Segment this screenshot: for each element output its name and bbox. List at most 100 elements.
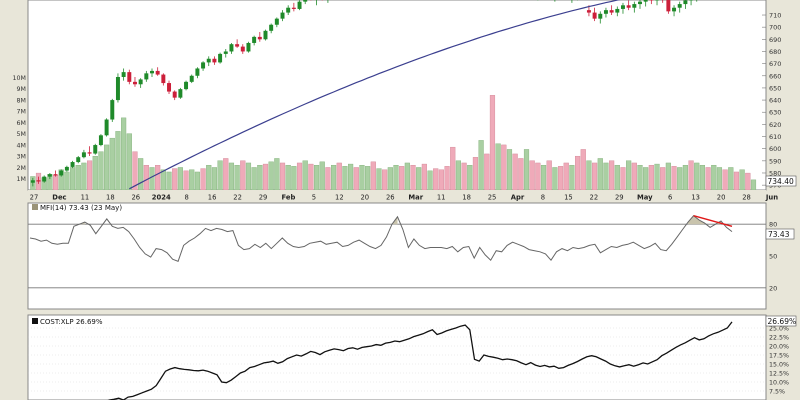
candle-body bbox=[127, 72, 132, 82]
volume-bar bbox=[620, 167, 626, 191]
candle-body bbox=[59, 170, 64, 176]
volume-bar bbox=[586, 160, 592, 191]
candle-body bbox=[121, 72, 126, 77]
volume-tick-label: 1M bbox=[17, 176, 26, 183]
volume-tick-label: 4M bbox=[17, 142, 26, 149]
volume-bar bbox=[495, 143, 501, 191]
candle-body bbox=[184, 81, 189, 90]
volume-bar bbox=[489, 95, 496, 191]
volume-bar bbox=[399, 166, 405, 191]
date-tick-label: 29 bbox=[615, 194, 624, 202]
volume-bar bbox=[325, 167, 331, 191]
volume-bar bbox=[376, 168, 382, 191]
volume-bar bbox=[614, 164, 620, 191]
volume-bar bbox=[359, 164, 365, 191]
volume-bar bbox=[138, 158, 144, 191]
date-tick-label: 15 bbox=[564, 194, 573, 202]
volume-bar bbox=[637, 164, 643, 191]
volume-bar bbox=[580, 149, 586, 191]
date-tick-label: Jun bbox=[765, 194, 778, 202]
volume-bar bbox=[155, 164, 161, 191]
volume-bar bbox=[694, 162, 700, 191]
candle-body bbox=[257, 36, 262, 40]
price-tick-label: 680 bbox=[769, 48, 781, 56]
volume-bar bbox=[64, 171, 70, 191]
price-tick-label: 640 bbox=[769, 97, 781, 105]
date-tick-label: 20 bbox=[717, 194, 726, 202]
volume-bar bbox=[370, 161, 376, 191]
volume-axis: 10M 9M 8M 7M 6M 5M 4M 3M 2M 1M bbox=[13, 75, 26, 183]
date-tick-label: May bbox=[637, 194, 653, 202]
candle-body bbox=[144, 73, 149, 80]
volume-bar bbox=[450, 146, 456, 191]
volume-bar bbox=[268, 161, 274, 191]
volume-bar bbox=[728, 167, 734, 191]
date-tick-label: 2024 bbox=[152, 194, 171, 202]
price-tick-label: 690 bbox=[769, 36, 781, 44]
volume-bar bbox=[126, 133, 132, 191]
volume-bar bbox=[285, 164, 291, 191]
volume-bar bbox=[86, 160, 93, 191]
volume-bar bbox=[166, 171, 172, 191]
volume-bar bbox=[104, 144, 110, 191]
volume-bar bbox=[206, 164, 212, 191]
price-tick-label: 610 bbox=[769, 133, 781, 141]
date-tick-label: Feb bbox=[282, 194, 296, 202]
ratio-tick-label: 25.0% bbox=[769, 326, 789, 333]
candle-body bbox=[172, 91, 177, 98]
price-tick-label: 670 bbox=[769, 60, 781, 68]
candle-body bbox=[620, 5, 625, 9]
volume-bar bbox=[660, 167, 666, 191]
volume-bar bbox=[132, 151, 138, 191]
volume-bar bbox=[92, 155, 98, 191]
candle-body bbox=[218, 53, 223, 63]
volume-bar bbox=[574, 155, 581, 191]
ratio-tick-label: 7.5% bbox=[769, 389, 785, 396]
candle-body bbox=[138, 79, 143, 85]
volume-bar bbox=[382, 169, 388, 191]
volume-bar bbox=[393, 164, 399, 191]
volume-bar bbox=[291, 166, 297, 191]
price-tick-label: 600 bbox=[769, 145, 781, 153]
volume-bar bbox=[240, 160, 246, 191]
volume-bar bbox=[421, 163, 427, 191]
ratio-tick-label: 15.0% bbox=[769, 362, 789, 369]
volume-tick-label: 5M bbox=[17, 131, 26, 138]
volume-bar bbox=[121, 117, 127, 191]
volume-tick-label: 2M bbox=[17, 165, 26, 172]
mfi-value-tag: 73.43 bbox=[765, 228, 795, 240]
date-tick-label: 26 bbox=[131, 194, 140, 202]
candle-body bbox=[115, 76, 120, 101]
volume-bar bbox=[274, 158, 280, 191]
volume-bar bbox=[98, 151, 104, 191]
candle-body bbox=[36, 180, 41, 182]
candle-body bbox=[263, 30, 268, 40]
candle-body bbox=[47, 174, 52, 177]
candle-body bbox=[683, 0, 688, 5]
candle-body bbox=[603, 10, 608, 14]
ratio-value-tag: 26.69% bbox=[765, 315, 797, 327]
ratio-line bbox=[107, 321, 733, 400]
volume-bar bbox=[433, 168, 439, 191]
candle-body bbox=[598, 13, 603, 19]
date-tick-label: 11 bbox=[81, 194, 90, 202]
candle-body bbox=[42, 176, 47, 182]
last-price-tag: 734.40 bbox=[765, 175, 797, 187]
ratio-axis: 25.0% 22.5% 20.0% 17.5% 15.0% 12.5% 10.0% 7.5% bbox=[769, 326, 789, 396]
mfi-divergence-line bbox=[693, 215, 733, 227]
volume-bar bbox=[563, 162, 569, 191]
candle-body bbox=[150, 70, 154, 74]
volume-bar bbox=[546, 160, 552, 191]
volume-bar bbox=[194, 171, 200, 191]
volume-bar bbox=[654, 163, 660, 191]
candle-body bbox=[195, 68, 200, 76]
volume-bar bbox=[592, 162, 598, 191]
volume-bar bbox=[313, 164, 320, 191]
ratio-tick-label: 17.5% bbox=[769, 353, 789, 360]
candle-body bbox=[274, 18, 279, 25]
candle-body bbox=[269, 24, 274, 31]
price-tick-label: 660 bbox=[769, 72, 781, 80]
volume-bar bbox=[365, 166, 371, 191]
mfi-legend: MFI(14) 73.43 (23 May) bbox=[32, 204, 122, 212]
